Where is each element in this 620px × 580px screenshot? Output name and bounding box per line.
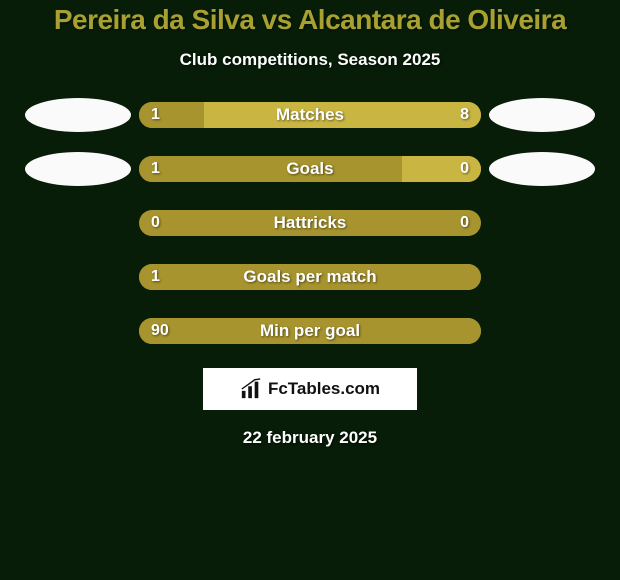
bar-chart-icon <box>240 378 262 400</box>
stat-value-right: 0 <box>460 214 469 232</box>
footer: FcTables.com 22 february 2025 <box>0 368 620 448</box>
stat-rows: 1 8 Matches 1 0 Goals 0 0 Hattricks 1 Goals per ma… <box>0 98 620 348</box>
photo-spacer <box>25 260 131 294</box>
stat-value-left: 1 <box>151 160 160 178</box>
stat-value-right: 0 <box>460 160 469 178</box>
stat-label: Min per goal <box>260 321 360 341</box>
stat-value-left: 1 <box>151 268 160 286</box>
stat-bar: 1 8 Matches <box>139 102 481 128</box>
date-text: 22 february 2025 <box>0 428 620 448</box>
photo-spacer <box>489 314 595 348</box>
bar-left-fill <box>139 102 204 128</box>
bar-right-fill <box>402 156 481 182</box>
stat-row: 90 Min per goal <box>0 314 620 348</box>
stat-row: 1 0 Goals <box>0 152 620 186</box>
bar-left-fill <box>139 156 402 182</box>
photo-spacer <box>489 206 595 240</box>
photo-spacer <box>489 260 595 294</box>
stat-label: Matches <box>276 105 344 125</box>
stat-value-left: 90 <box>151 322 169 340</box>
photo-spacer <box>25 206 131 240</box>
player-photo-right <box>489 98 595 132</box>
player-photo-left <box>25 98 131 132</box>
logo-text: FcTables.com <box>268 379 380 399</box>
stat-label: Goals per match <box>243 267 376 287</box>
stat-bar: 1 Goals per match <box>139 264 481 290</box>
stat-value-left: 1 <box>151 106 160 124</box>
comparison-panel: Pereira da Silva vs Alcantara de Oliveir… <box>0 0 620 580</box>
stat-bar: 90 Min per goal <box>139 318 481 344</box>
subtitle: Club competitions, Season 2025 <box>0 50 620 70</box>
stat-value-left: 0 <box>151 214 160 232</box>
stat-label: Hattricks <box>274 213 347 233</box>
player-photo-left <box>25 152 131 186</box>
stat-row: 1 Goals per match <box>0 260 620 294</box>
stat-label: Goals <box>286 159 333 179</box>
photo-spacer <box>25 314 131 348</box>
player-photo-right <box>489 152 595 186</box>
stat-row: 0 0 Hattricks <box>0 206 620 240</box>
fctables-logo: FcTables.com <box>203 368 417 410</box>
stat-bar: 0 0 Hattricks <box>139 210 481 236</box>
page-title: Pereira da Silva vs Alcantara de Oliveir… <box>0 4 620 36</box>
stat-row: 1 8 Matches <box>0 98 620 132</box>
stat-value-right: 8 <box>460 106 469 124</box>
stat-bar: 1 0 Goals <box>139 156 481 182</box>
